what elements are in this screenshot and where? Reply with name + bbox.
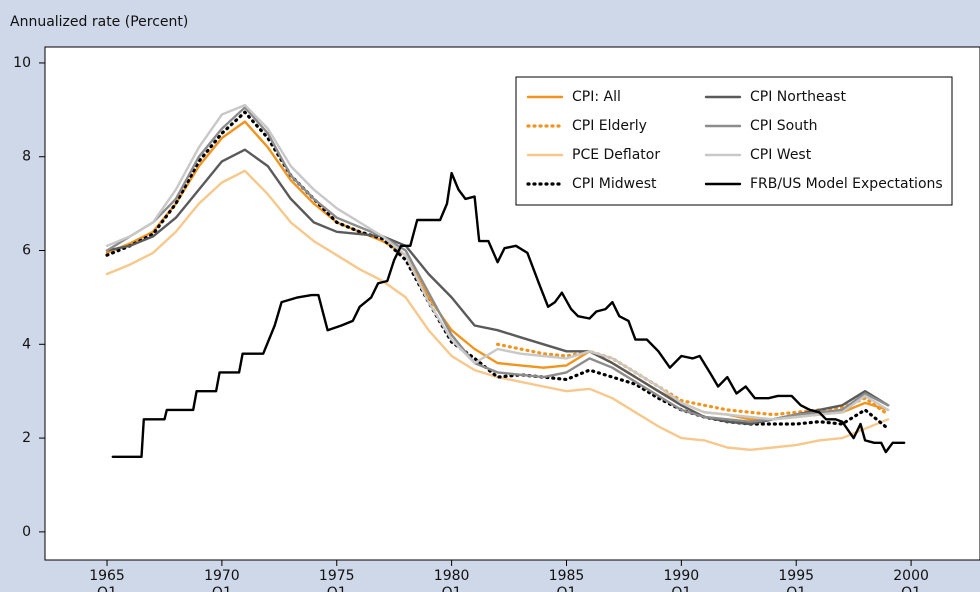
y-axis-label: Annualized rate (Percent) xyxy=(10,14,188,30)
legend-label: PCE Deflator xyxy=(572,147,660,163)
series-line xyxy=(105,106,890,423)
legend-label: CPI West xyxy=(750,147,812,163)
x-tick-label: 1970 Q1 xyxy=(204,568,240,592)
x-tick-label: 2000 Q1 xyxy=(893,568,929,592)
legend-label: CPI Northeast xyxy=(750,89,846,105)
series-line xyxy=(105,148,890,426)
y-tick-label: 6 xyxy=(22,243,31,259)
series-line xyxy=(105,110,890,431)
y-tick-label: 4 xyxy=(22,336,31,352)
y-tick-label: 8 xyxy=(22,149,31,165)
legend-label: CPI South xyxy=(750,118,817,134)
legend-label: FRB/US Model Expectations xyxy=(750,176,943,192)
legend-label: CPI: All xyxy=(572,89,621,105)
legend-label: CPI Midwest xyxy=(572,176,657,192)
y-tick-label: 0 xyxy=(22,524,31,540)
x-tick-label: 1995 Q1 xyxy=(778,568,815,592)
series-line xyxy=(111,171,906,458)
y-tick-label: 10 xyxy=(13,55,31,71)
x-tick-label: 1980 Q1 xyxy=(433,568,470,592)
y-tick-label: 2 xyxy=(22,430,31,446)
x-tick-label: 1990 Q1 xyxy=(663,568,700,592)
legend-label: CPI Elderly xyxy=(572,118,647,134)
series-line xyxy=(105,103,890,421)
x-tick-label: 1985 Q1 xyxy=(548,568,585,592)
x-tick-label: 1965 Q1 xyxy=(89,568,125,592)
series-line xyxy=(105,120,890,421)
x-tick-label: 1975 Q1 xyxy=(318,568,355,592)
